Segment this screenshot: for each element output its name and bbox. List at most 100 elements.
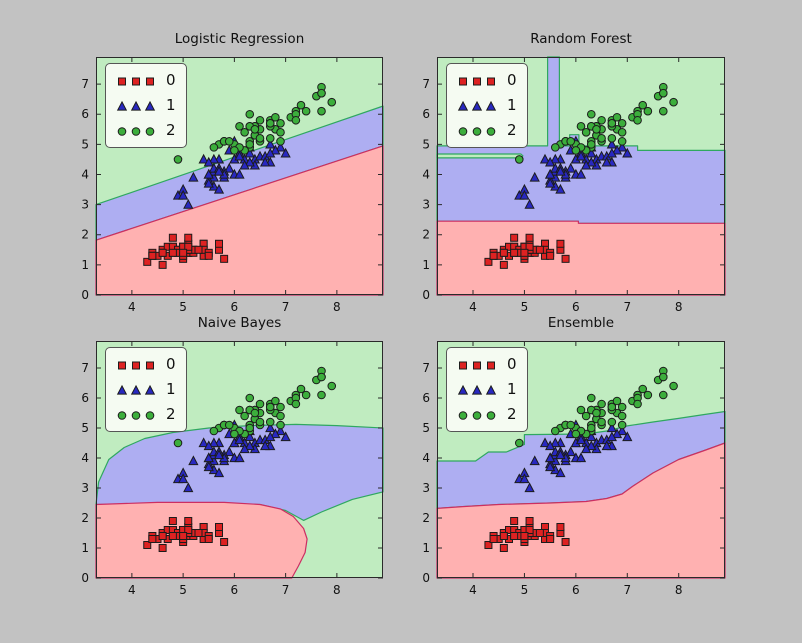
y-tick-label: 2 (81, 511, 89, 525)
square-icon (459, 77, 495, 85)
x-tick-label: 7 (623, 300, 631, 314)
legend-item: 1 (114, 93, 176, 118)
x-tick-label: 6 (572, 583, 580, 597)
subplot-logistic-regression: Logistic Regression 4 5 6 7 8 0 1 2 3 4 5 6 7 0 1 2 (81, 31, 384, 314)
legend-marker-group (114, 99, 158, 113)
y-tick-label: 5 (81, 137, 89, 151)
legend-marker-group (455, 358, 499, 372)
legend-label: 2 (507, 405, 517, 423)
scatter-class-2 (173, 82, 337, 164)
x-tick-label: 4 (128, 583, 136, 597)
legend-marker-group (455, 74, 499, 88)
legend-marker-group (114, 124, 158, 138)
y-tick-label: 3 (422, 198, 430, 212)
y-tick-label: 2 (81, 228, 89, 242)
legend-label: 0 (166, 71, 176, 89)
square-icon (118, 361, 154, 369)
subplot-naive-bayes: Naive Bayes 4 5 6 7 8 0 1 2 3 4 5 6 7 0 1 2 (81, 315, 384, 597)
legend-item: 0 (114, 68, 176, 93)
tick-labels: 4 5 6 7 8 0 1 2 3 4 5 6 7 (81, 361, 340, 597)
x-tick-label: 7 (282, 583, 290, 597)
legend-item: 0 (114, 352, 176, 377)
legend-label: 1 (507, 380, 517, 398)
legend-marker-group (114, 383, 158, 397)
y-tick-label: 3 (81, 198, 89, 212)
y-tick-label: 5 (422, 421, 430, 435)
region-green (436, 153, 524, 159)
y-tick-label: 5 (81, 421, 89, 435)
tick-labels: 4 5 6 7 8 0 1 2 3 4 5 6 7 (81, 77, 340, 314)
triangle-icon (457, 384, 497, 395)
y-tick-label: 0 (422, 288, 430, 302)
plot-title: Random Forest (530, 31, 632, 47)
legend-label: 0 (507, 355, 517, 373)
legend-label: 1 (166, 380, 176, 398)
legend-marker-group (114, 408, 158, 422)
legend-item: 0 (455, 68, 517, 93)
legend-label: 0 (507, 71, 517, 89)
x-tick-label: 5 (179, 300, 187, 314)
y-tick-label: 7 (422, 361, 430, 375)
region-blue (95, 423, 384, 521)
tick-marks (437, 341, 725, 579)
x-tick-label: 5 (521, 583, 529, 597)
y-tick-label: 1 (422, 541, 430, 555)
legend-marker-group (455, 383, 499, 397)
legend-item: 1 (455, 377, 517, 402)
legend-item: 2 (455, 118, 517, 143)
circle-icon (458, 126, 496, 136)
x-tick-label: 6 (231, 583, 239, 597)
x-tick-label: 5 (179, 583, 187, 597)
tick-marks (96, 57, 383, 296)
y-tick-label: 0 (422, 571, 430, 585)
tick-marks (96, 341, 383, 579)
y-tick-label: 7 (81, 361, 89, 375)
tick-labels: 4 5 6 7 8 0 1 2 3 4 5 6 7 (422, 77, 682, 314)
x-tick-label: 8 (333, 583, 341, 597)
x-tick-label: 7 (282, 300, 290, 314)
scatter-class-2 (514, 366, 678, 448)
axes-spines (437, 341, 725, 578)
x-tick-label: 8 (675, 583, 683, 597)
legend-label: 2 (166, 121, 176, 139)
y-tick-label: 3 (422, 481, 430, 495)
x-tick-label: 8 (675, 300, 683, 314)
scatter-class-0 (143, 517, 229, 552)
legend: 0 1 2 (446, 63, 528, 148)
legend-item: 0 (455, 352, 517, 377)
y-tick-label: 7 (81, 77, 89, 91)
y-tick-label: 1 (422, 258, 430, 272)
scatter-class-2 (514, 82, 678, 164)
scatter-class-2 (173, 366, 337, 448)
tick-labels: 4 5 6 7 8 0 1 2 3 4 5 6 7 (422, 361, 682, 597)
y-tick-label: 4 (81, 167, 89, 181)
y-tick-label: 5 (422, 137, 430, 151)
region-red (436, 220, 726, 296)
circle-icon (117, 126, 155, 136)
x-tick-label: 4 (469, 300, 477, 314)
y-tick-label: 4 (422, 451, 430, 465)
x-tick-label: 6 (231, 300, 239, 314)
legend-item: 1 (455, 93, 517, 118)
circle-icon (117, 410, 155, 420)
y-tick-label: 0 (81, 288, 89, 302)
decision-region-plot: 4 5 6 7 8 0 1 2 3 4 5 6 7 (422, 341, 726, 597)
legend: 0 1 2 (105, 63, 187, 148)
y-tick-label: 2 (422, 228, 430, 242)
plot-title: Ensemble (547, 315, 615, 331)
scatter-class-0 (484, 517, 570, 552)
axes-spines (96, 341, 383, 578)
y-tick-label: 6 (422, 107, 430, 121)
scatter-class-1 (172, 135, 291, 209)
y-tick-label: 2 (422, 511, 430, 525)
triangle-icon (457, 100, 497, 111)
legend-marker-group (455, 99, 499, 113)
plot-title: Naive Bayes (197, 315, 282, 331)
legend-label: 2 (166, 405, 176, 423)
x-tick-label: 8 (333, 300, 341, 314)
legend-item: 1 (114, 377, 176, 402)
legend-marker-group (114, 74, 158, 88)
scatter-class-0 (484, 233, 570, 269)
legend-marker-group (455, 408, 499, 422)
